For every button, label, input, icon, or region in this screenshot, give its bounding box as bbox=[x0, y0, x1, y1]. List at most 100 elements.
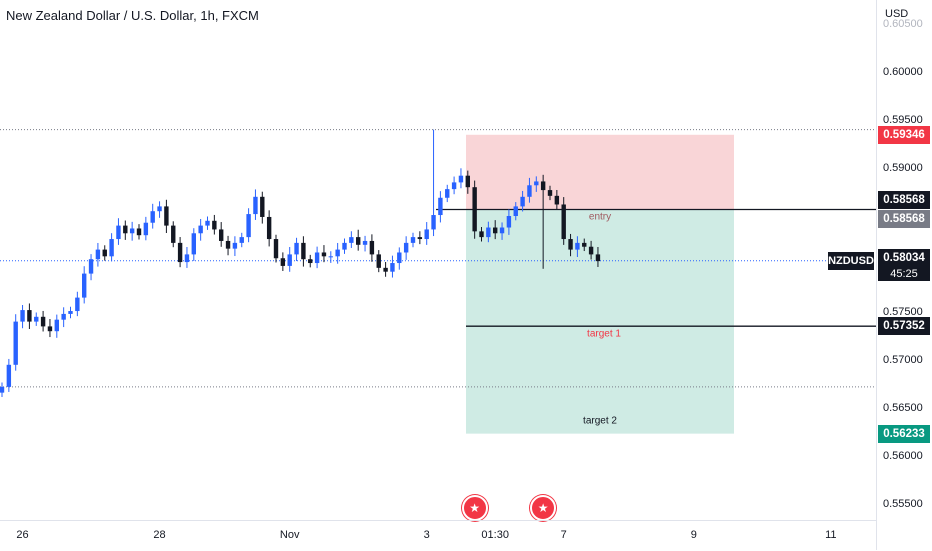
candle-body bbox=[116, 225, 121, 240]
candle-body bbox=[266, 216, 272, 240]
candle-body bbox=[20, 310, 25, 322]
candle-body bbox=[321, 252, 327, 257]
candle-body bbox=[540, 181, 546, 191]
candle-body bbox=[445, 189, 450, 198]
price-chart[interactable] bbox=[0, 0, 876, 520]
candle-body bbox=[75, 297, 80, 312]
candle-body bbox=[246, 214, 251, 238]
candle-body bbox=[335, 249, 340, 257]
candle-body bbox=[527, 185, 532, 197]
candle-body bbox=[294, 242, 299, 255]
time-tick: 7 bbox=[560, 529, 567, 541]
stop-zone[interactable] bbox=[466, 134, 734, 210]
candle-body bbox=[493, 227, 498, 234]
candle-body bbox=[534, 181, 539, 186]
target1-price-tag: 0.57352 bbox=[878, 317, 930, 336]
candle-body bbox=[102, 249, 107, 257]
time-tick: 26 bbox=[16, 529, 29, 541]
candle-body bbox=[376, 254, 381, 268]
current-price-tag: 0.58034 bbox=[878, 248, 930, 267]
entry-price-tag: 0.58568 bbox=[878, 190, 930, 209]
time-tick: 9 bbox=[690, 529, 697, 541]
time-axis[interactable]: 26 28 Nov 3 01:30 7 9 11 bbox=[0, 520, 876, 551]
time-tick: Nov bbox=[279, 529, 300, 541]
candle-body bbox=[362, 240, 368, 245]
candle-body bbox=[403, 242, 409, 253]
target2-label: target 2 bbox=[583, 415, 617, 427]
chart-pane[interactable]: New Zealand Dollar / U.S. Dollar, 1h, FX… bbox=[0, 0, 876, 521]
entry-label: entry bbox=[588, 211, 612, 223]
candle-body bbox=[561, 204, 566, 240]
candle-body bbox=[88, 259, 94, 274]
candle-body bbox=[410, 237, 416, 243]
candle-body bbox=[191, 233, 196, 255]
candle-body bbox=[595, 254, 601, 262]
candle-body bbox=[499, 227, 505, 234]
candle-body bbox=[260, 196, 265, 217]
price-tick: 0.60500 bbox=[883, 18, 923, 30]
price-tick: 0.57000 bbox=[883, 354, 923, 366]
candle-body bbox=[95, 249, 101, 260]
price-tick: 0.60000 bbox=[883, 66, 923, 78]
target1-label: target 1 bbox=[587, 328, 621, 340]
candle-body bbox=[588, 246, 594, 255]
us-flag-icon[interactable]: ★ bbox=[461, 495, 488, 521]
candle-body bbox=[136, 228, 142, 236]
candle-body bbox=[157, 206, 162, 212]
candle-body bbox=[575, 242, 580, 250]
price-axis[interactable]: USD 0.605000.600000.595000.590000.585000… bbox=[876, 0, 932, 550]
candle-body bbox=[219, 229, 224, 241]
candle-body bbox=[438, 197, 443, 216]
candle-body bbox=[150, 211, 155, 223]
candle-body bbox=[27, 310, 32, 322]
candle-body bbox=[13, 321, 18, 365]
candle-body bbox=[129, 228, 135, 234]
candle-body bbox=[486, 227, 491, 238]
candle-body bbox=[356, 237, 361, 245]
candle-body bbox=[513, 206, 518, 216]
candle-body bbox=[479, 231, 484, 238]
candle-body bbox=[342, 242, 347, 250]
candle-body bbox=[431, 215, 436, 230]
candle-body bbox=[198, 225, 203, 234]
candle-body bbox=[6, 364, 12, 387]
us-flag-icon[interactable]: ★ bbox=[530, 495, 557, 521]
candle-body bbox=[225, 240, 231, 249]
candle-body bbox=[205, 220, 210, 226]
candle-body bbox=[109, 239, 114, 257]
candle-body bbox=[308, 259, 313, 264]
candle-body bbox=[82, 273, 87, 298]
currency-label: USD bbox=[885, 8, 909, 20]
candles-group bbox=[0, 129, 601, 397]
candle-body bbox=[417, 237, 423, 240]
symbol-tag: NZDUSD bbox=[828, 251, 874, 270]
candle-body bbox=[520, 196, 525, 207]
candle-body bbox=[287, 254, 292, 266]
candle-body bbox=[328, 256, 333, 258]
price-tick: 0.57500 bbox=[883, 306, 923, 318]
time-tick: 28 bbox=[153, 529, 166, 541]
chart-title: New Zealand Dollar / U.S. Dollar, 1h, FX… bbox=[6, 8, 259, 23]
candle-body bbox=[547, 190, 553, 196]
stop-price-tag: 0.59346 bbox=[878, 125, 930, 144]
candle-body bbox=[301, 242, 306, 260]
candle-body bbox=[314, 252, 320, 264]
candle-body bbox=[0, 386, 5, 393]
price-tick: 0.56500 bbox=[883, 402, 923, 414]
candle-body bbox=[123, 225, 128, 234]
candle-body bbox=[212, 220, 217, 230]
candle-body bbox=[54, 319, 59, 332]
candle-body bbox=[177, 242, 183, 263]
profit-zone[interactable] bbox=[466, 209, 734, 434]
candle-body bbox=[349, 237, 354, 243]
candle-body bbox=[465, 175, 470, 188]
bar-countdown: 45:25 bbox=[878, 266, 930, 281]
candle-body bbox=[164, 206, 169, 226]
candle-body bbox=[280, 258, 286, 266]
candle-body bbox=[273, 239, 279, 259]
candle-body bbox=[34, 316, 39, 322]
candle-body bbox=[143, 222, 149, 236]
candle-body bbox=[554, 195, 560, 205]
price-tick: 0.56000 bbox=[883, 450, 923, 462]
time-tick: 3 bbox=[423, 529, 430, 541]
